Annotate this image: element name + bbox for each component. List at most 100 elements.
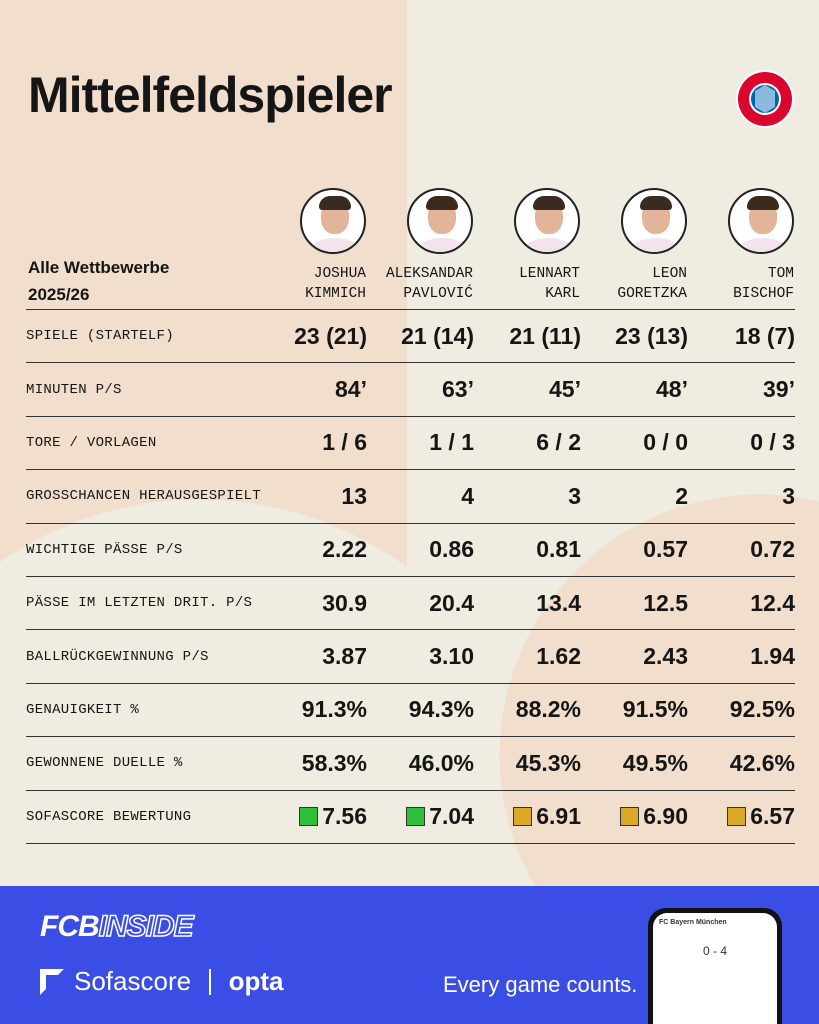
sofascore-logo: Sofascore	[74, 966, 192, 996]
stat-value: 23 (13)	[615, 322, 688, 349]
player-column-header: LEON GORETZKA	[580, 188, 687, 304]
competition-label: Alle Wettbewerbe 2025/26	[28, 254, 169, 308]
table-row: WICHTIGE PÄSSE P/S 2.22 0.86 0.81 0.57 0.72	[26, 524, 795, 577]
player-column-header: ALEKSANDAR PAVLOVIĆ	[366, 188, 473, 304]
stat-value: 20.4	[429, 589, 474, 616]
stat-value: 18 (7)	[734, 322, 795, 349]
stat-value: 42.6%	[729, 749, 795, 776]
player-name: ALEKSANDAR PAVLOVIĆ	[385, 266, 473, 302]
rating-color-square	[406, 807, 426, 827]
player-column-header: TOM BISCHOF	[687, 188, 794, 304]
stat-value: 2.22	[322, 536, 367, 563]
player-photo	[300, 188, 366, 254]
stat-label: PÄSSE IM LETZTEN DRIT. P/S	[26, 595, 253, 612]
table-row: MINUTEN P/S 84’ 63’ 45’ 48’ 39’	[26, 363, 795, 417]
stat-value: 0 / 0	[643, 429, 688, 456]
stat-value: 6 / 2	[536, 429, 581, 456]
stat-value: 12.4	[750, 589, 795, 616]
stat-value: 0.81	[536, 536, 581, 563]
phone-mockup: FC Bayern München 0 - 4	[648, 908, 782, 1024]
stat-value: 58.3%	[301, 749, 367, 776]
stat-label: GROSSCHANCEN HERAUSGESPIELT	[26, 488, 261, 505]
rating-value: 7.56	[260, 803, 367, 830]
stat-value: 92.5%	[729, 696, 795, 723]
stat-value: 13.4	[536, 589, 581, 616]
stat-value: 1 / 1	[429, 429, 474, 456]
stat-value: 91.5%	[622, 696, 688, 723]
phone-score: 0 - 4	[702, 944, 727, 958]
table-row: GEWONNENE DUELLE % 58.3% 46.0% 45.3% 49.5% 42…	[26, 737, 795, 791]
player-photo	[514, 188, 580, 254]
page-title: Mittelfeldspieler	[28, 67, 393, 123]
competition-name: Alle Wettbewerbe	[28, 258, 170, 277]
stat-value: 46.0%	[408, 749, 474, 776]
player-name: LENNART KARL	[519, 266, 580, 302]
sofascore-icon	[40, 968, 64, 995]
divider	[209, 968, 211, 995]
player-photo	[621, 188, 687, 254]
rating-value: 6.57	[688, 803, 795, 830]
rating-color-square	[299, 807, 319, 827]
rating-value: 6.90	[581, 803, 688, 830]
stats-table: SPIELE (STARTELF) 23 (21) 21 (14) 21 (11) 23…	[26, 309, 795, 844]
background	[0, 0, 819, 886]
stat-value: 4	[461, 482, 474, 509]
stat-value: 0.57	[643, 536, 688, 563]
stat-value: 94.3%	[408, 696, 474, 723]
stat-value: 23 (21)	[294, 322, 367, 349]
stat-value: 2	[675, 482, 688, 509]
fcbinside-logo: FCBINSIDE	[40, 909, 194, 944]
fc-bayern-logo	[736, 70, 794, 128]
rating-value: 7.04	[367, 803, 474, 830]
stat-value: 91.3%	[301, 696, 367, 723]
player-name: TOM BISCHOF	[733, 266, 794, 302]
rating-color-square	[727, 807, 747, 827]
stat-value: 30.9	[322, 589, 367, 616]
stat-value: 13	[341, 482, 367, 509]
player-name: JOSHUA KIMMICH	[305, 266, 366, 302]
table-row: PÄSSE IM LETZTEN DRIT. P/S 30.9 20.4 13.4 12…	[26, 577, 795, 631]
table-row-rating: SOFASCORE BEWERTUNG 7.56 7.04 6.91 6.90 6.57	[26, 791, 795, 844]
stat-label: MINUTEN P/S	[26, 381, 122, 398]
stat-value: 21 (11)	[509, 322, 581, 349]
stat-value: 63’	[442, 376, 474, 403]
stat-value: 3.10	[429, 643, 474, 670]
stat-value: 39’	[763, 376, 795, 403]
stat-value: 0.72	[750, 536, 795, 563]
stat-value: 2.43	[643, 643, 688, 670]
stat-label: SPIELE (STARTELF)	[26, 328, 174, 345]
table-row: BALLRÜCKGEWINNUNG P/S 3.87 3.10 1.62 2.43 1.9…	[26, 630, 795, 684]
stat-label: SOFASCORE BEWERTUNG	[26, 808, 192, 825]
player-column-header: LENNART KARL	[473, 188, 580, 304]
footer-banner: FCBINSIDE Sofascore opta Every game coun…	[0, 886, 819, 1024]
stat-label: TORE / VORLAGEN	[26, 434, 157, 451]
stat-value: 45’	[549, 376, 581, 403]
player-name: LEON GORETZKA	[617, 266, 687, 302]
stat-value: 49.5%	[622, 749, 688, 776]
rating-color-square	[513, 807, 533, 827]
player-photo	[407, 188, 473, 254]
phone-title: FC Bayern München	[659, 919, 727, 926]
player-column-header: JOSHUA KIMMICH	[259, 188, 366, 304]
table-row: SPIELE (STARTELF) 23 (21) 21 (14) 21 (11) 23…	[26, 310, 795, 364]
rating-value: 6.91	[474, 803, 581, 830]
stat-label: BALLRÜCKGEWINNUNG P/S	[26, 648, 209, 665]
stat-value: 0.86	[429, 536, 474, 563]
stat-value: 0 / 3	[750, 429, 795, 456]
stat-value: 84’	[335, 376, 367, 403]
stat-value: 48’	[656, 376, 688, 403]
stat-value: 3	[782, 482, 795, 509]
rating-color-square	[620, 807, 640, 827]
stat-value: 1.62	[536, 643, 581, 670]
stat-label: WICHTIGE PÄSSE P/S	[26, 541, 183, 558]
stat-label: GEWONNENE DUELLE %	[26, 755, 183, 772]
stat-value: 21 (14)	[401, 322, 474, 349]
stat-value: 88.2%	[515, 696, 581, 723]
table-row: GROSSCHANCEN HERAUSGESPIELT 13 4 3 2 3	[26, 470, 795, 524]
tagline: Every game counts.	[443, 972, 638, 997]
opta-logo: opta	[228, 966, 284, 996]
player-photo	[728, 188, 794, 254]
stat-value: 3.87	[322, 643, 367, 670]
table-row: TORE / VORLAGEN 1 / 6 1 / 1 6 / 2 0 / 0 0 / 3	[26, 417, 795, 471]
stat-value: 3	[568, 482, 581, 509]
